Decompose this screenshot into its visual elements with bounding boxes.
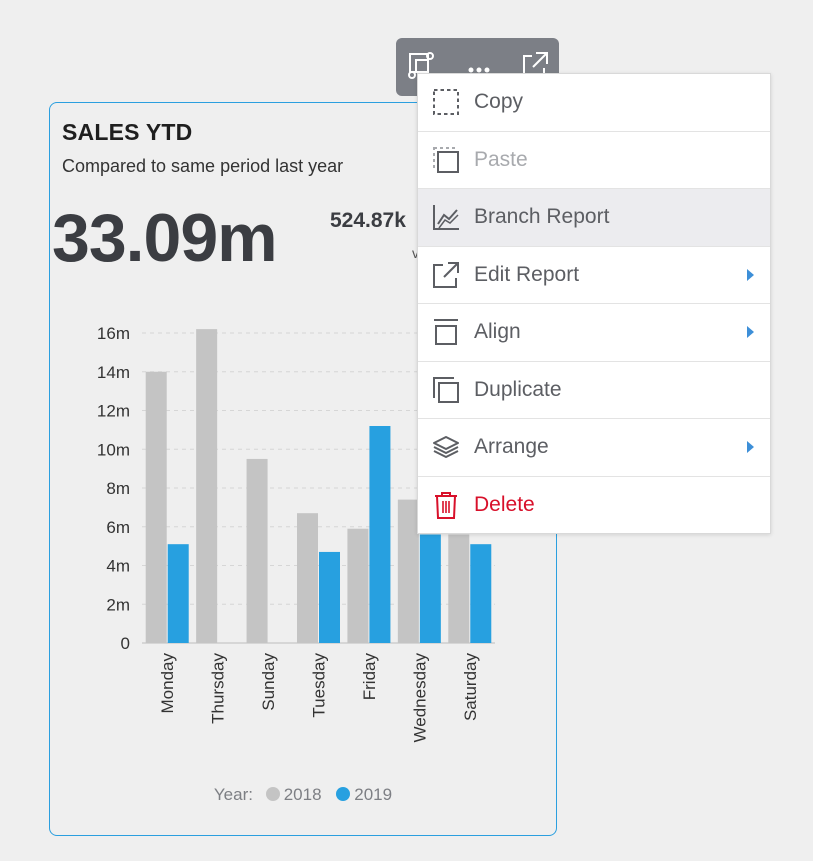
menu-item-paste[interactable]: Paste — [418, 132, 770, 189]
copy-icon — [433, 89, 459, 116]
layers-icon — [433, 436, 459, 459]
bar-2018-sunday — [246, 458, 268, 643]
menu-item-label: Duplicate — [474, 377, 562, 401]
more-icon[interactable] — [464, 50, 494, 80]
y-tick-label: 2m — [106, 595, 130, 614]
x-tick-label: Tuesday — [310, 653, 329, 718]
menu-item-label: Paste — [474, 147, 528, 171]
duplicate-icon — [433, 376, 459, 403]
x-tick-label: Thursday — [209, 653, 228, 724]
bar-2019-saturday — [470, 544, 492, 643]
y-tick-label: 10m — [97, 440, 130, 459]
paste-icon — [433, 146, 459, 173]
menu-item-label: Branch Report — [474, 205, 610, 229]
x-tick-label: Saturday — [461, 653, 480, 722]
x-tick-label: Sunday — [259, 653, 278, 711]
kpi-comparison-value: 524.87k — [330, 209, 406, 232]
legend-label-2018[interactable]: 2018 — [283, 785, 322, 804]
kpi-value: 33.09m — [52, 200, 278, 276]
trash-icon — [435, 492, 457, 520]
bar-2019-wednesday — [419, 534, 441, 643]
bar-2019-tuesday — [319, 551, 340, 643]
y-tick-label: 8m — [106, 479, 130, 498]
menu-item-label: Edit Report — [474, 262, 580, 286]
card-title: SALES YTD — [62, 119, 193, 145]
external-link-icon — [433, 261, 459, 288]
x-tick-label: Friday — [360, 653, 379, 701]
y-tick-label: 6m — [106, 518, 130, 537]
chart-legend: Year: 2018 2019 — [50, 785, 556, 805]
menu-item-align[interactable]: Align — [418, 304, 770, 362]
x-tick-label: Monday — [158, 653, 177, 714]
menu-item-arrange[interactable]: Arrange — [418, 419, 770, 477]
y-tick-label: 16m — [97, 324, 130, 343]
bar-2018-saturday — [448, 534, 470, 643]
align-icon — [434, 319, 458, 346]
chart-icon — [433, 205, 459, 231]
menu-item-copy[interactable]: Copy — [418, 74, 770, 132]
component-icon[interactable] — [406, 50, 436, 80]
legend-swatch-2019 — [336, 787, 351, 801]
legend-swatch-2018 — [265, 787, 280, 801]
menu-item-label: Arrange — [474, 435, 549, 459]
submenu-arrow-icon — [747, 268, 754, 281]
bar-2018-tuesday — [297, 513, 318, 643]
menu-item-label: Align — [474, 320, 521, 344]
card-subtitle: Compared to same period last year — [62, 156, 344, 176]
bar-2018-friday — [347, 528, 369, 643]
bar-2019-friday — [369, 426, 391, 643]
menu-item-delete[interactable]: Delete — [418, 477, 770, 535]
bar-2019-monday — [167, 544, 189, 643]
menu-item-duplicate[interactable]: Duplicate — [418, 362, 770, 419]
y-tick-label: 14m — [97, 363, 130, 382]
bar-2018-wednesday — [397, 499, 419, 643]
submenu-arrow-icon — [747, 441, 754, 454]
bar-2018-thursday — [196, 329, 218, 643]
menu-item-edit-report[interactable]: Edit Report — [418, 247, 770, 304]
submenu-arrow-icon — [747, 326, 754, 339]
x-tick-label: Wednesday — [410, 653, 429, 743]
bar-2018-monday — [145, 371, 167, 643]
y-tick-label: 4m — [106, 557, 130, 576]
y-tick-label: 12m — [97, 402, 130, 421]
menu-item-label: Copy — [474, 90, 524, 114]
context-menu: Copy Paste Branch Report Edit Repor — [417, 73, 771, 534]
menu-item-label: Delete — [474, 493, 535, 517]
menu-item-branch-report[interactable]: Branch Report — [418, 189, 770, 247]
y-tick-label: 0 — [121, 634, 130, 653]
legend-label-2019[interactable]: 2019 — [354, 785, 393, 804]
legend-title: Year: — [213, 785, 253, 804]
bar-chart: 0 2m 4m 6m 8m 10m 12m 14m 16m Monday Thursday Sunda… — [97, 324, 495, 743]
